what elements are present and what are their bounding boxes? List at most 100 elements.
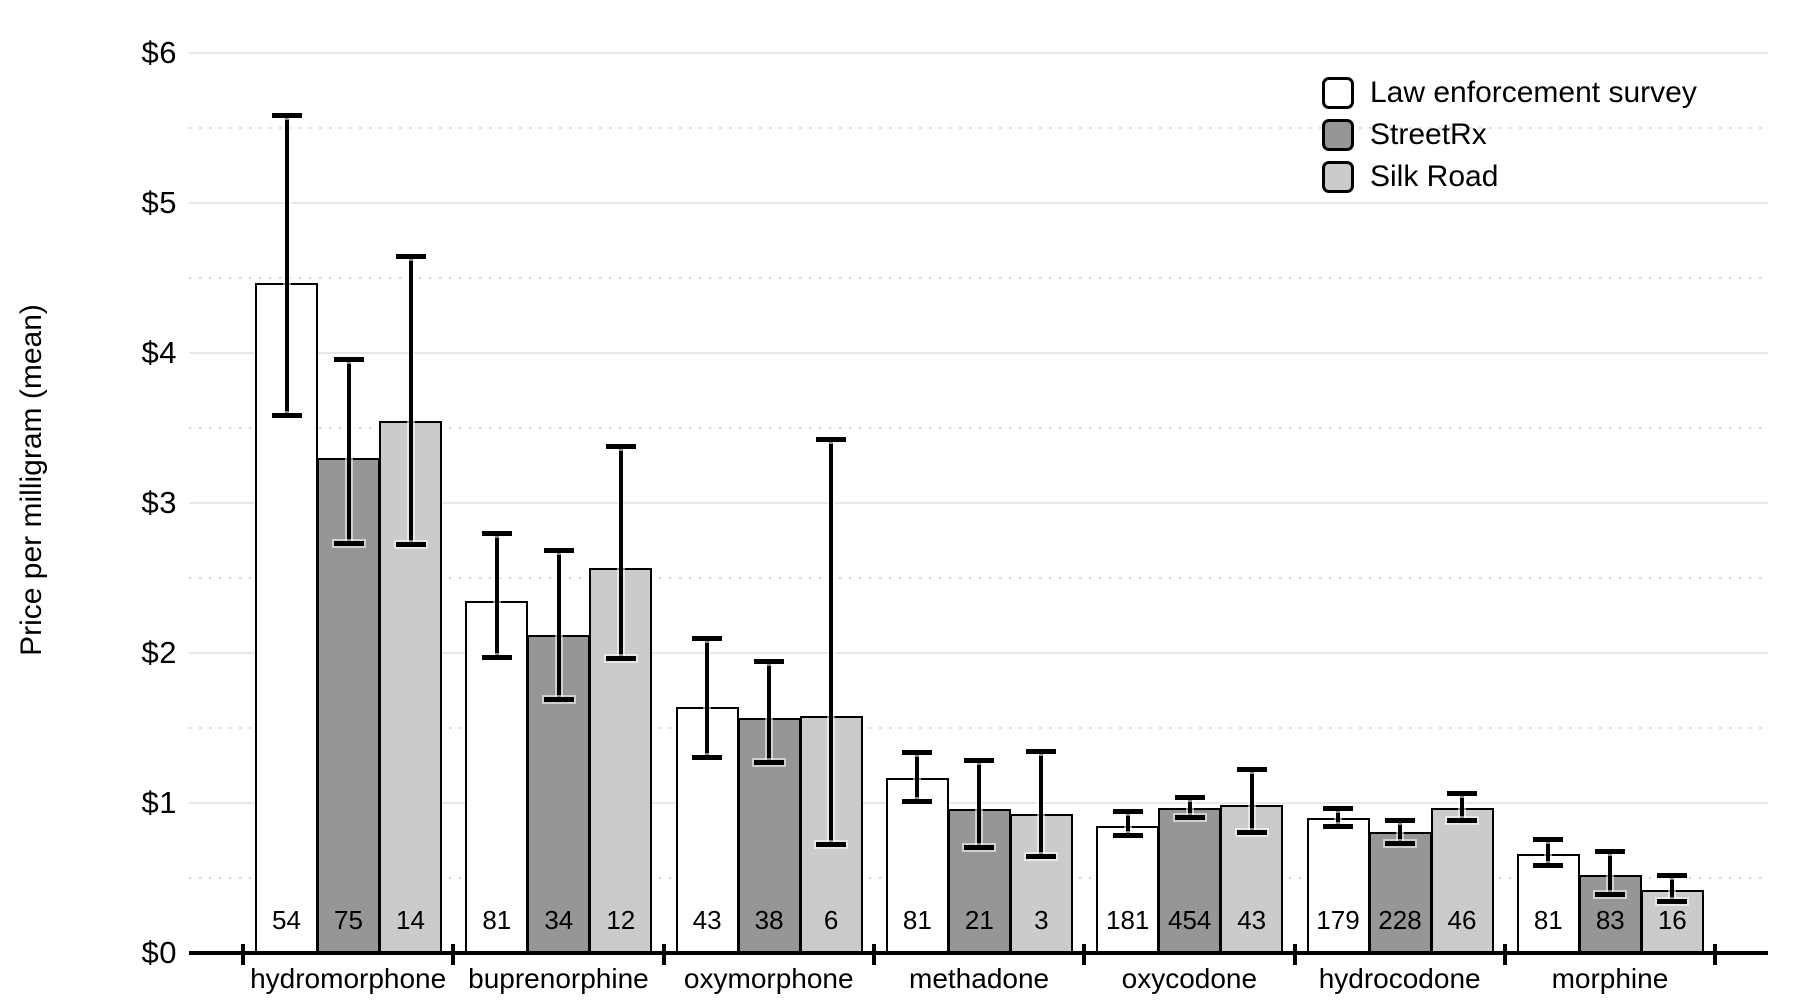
error-bar bbox=[977, 759, 982, 848]
error-bar-cap-top bbox=[1385, 817, 1415, 823]
error-bar-cap-bottom bbox=[1323, 824, 1353, 829]
bar-oxycodone-law-enforcement-survey bbox=[1096, 825, 1160, 955]
legend-swatch-law-enforcement-survey bbox=[1322, 77, 1354, 109]
error-bar-cap-bottom bbox=[543, 696, 574, 702]
sample-size-label: 43 bbox=[1237, 905, 1267, 935]
sample-size-label: 228 bbox=[1378, 905, 1422, 935]
error-bar bbox=[705, 638, 710, 758]
major-gridline bbox=[189, 202, 1768, 204]
y-axis-tick-label: $6 bbox=[141, 35, 177, 70]
minor-gridline bbox=[189, 577, 1768, 579]
error-bar-cap-bottom bbox=[1385, 840, 1415, 846]
sample-size-label: 21 bbox=[964, 905, 994, 935]
error-bar-cap-top bbox=[271, 112, 302, 118]
error-bar-cap-top bbox=[902, 750, 933, 755]
error-bar-cap-top bbox=[605, 444, 636, 449]
x-axis-tick bbox=[241, 944, 245, 965]
x-axis-tick bbox=[1292, 944, 1297, 965]
error-bar-cap-bottom bbox=[902, 798, 933, 804]
sample-size-label: 12 bbox=[606, 905, 636, 935]
minor-gridline bbox=[189, 127, 1768, 129]
error-bar-cap-top bbox=[692, 636, 723, 641]
sample-size-label: 83 bbox=[1595, 905, 1625, 935]
error-bar bbox=[346, 359, 351, 544]
error-bar-cap-bottom bbox=[754, 759, 785, 765]
x-axis-category-label: methadone bbox=[908, 963, 1050, 994]
x-axis-tick bbox=[1082, 944, 1087, 965]
error-bar bbox=[556, 549, 561, 700]
error-bar-cap-bottom bbox=[1533, 863, 1564, 868]
x-axis-category-label: oxymorphone bbox=[683, 963, 854, 994]
legend-item-silk-road: Silk Road bbox=[1322, 156, 1697, 198]
error-bar-cap-top bbox=[481, 531, 512, 536]
legend: Law enforcement survey StreetRx Silk Roa… bbox=[1322, 72, 1697, 198]
legend-label: Silk Road bbox=[1370, 160, 1499, 193]
sample-size-label: 179 bbox=[1316, 905, 1360, 935]
error-bar bbox=[408, 255, 413, 545]
sample-size-label: 54 bbox=[272, 905, 301, 935]
error-bar-cap-top bbox=[1657, 873, 1688, 878]
error-bar bbox=[767, 660, 772, 763]
error-bar-cap-bottom bbox=[605, 656, 636, 661]
sample-size-label: 16 bbox=[1657, 905, 1687, 935]
error-bar-cap-top bbox=[1595, 849, 1626, 854]
error-bar-cap-bottom bbox=[1657, 899, 1688, 904]
legend-item-streetrx: StreetRx bbox=[1322, 114, 1697, 156]
x-axis-line bbox=[189, 951, 1768, 955]
error-bar-cap-bottom bbox=[1595, 891, 1626, 897]
x-axis-category-label: hydromorphone bbox=[250, 963, 447, 994]
error-bar-cap-bottom bbox=[395, 542, 426, 547]
error-bar-cap-top bbox=[1533, 837, 1564, 842]
error-bar-cap-top bbox=[1174, 795, 1205, 800]
error-bar bbox=[1460, 792, 1464, 821]
error-bar-cap-bottom bbox=[1026, 854, 1057, 859]
bar-hydrocodone-silk-road bbox=[1430, 807, 1494, 955]
y-axis-title: Price per milligram (mean) bbox=[15, 304, 48, 656]
x-axis-category-label: oxycodone bbox=[1121, 963, 1258, 994]
sample-size-label: 81 bbox=[902, 905, 932, 935]
error-bar-cap-bottom bbox=[1112, 833, 1143, 838]
error-bar bbox=[1608, 851, 1613, 895]
legend-label: StreetRx bbox=[1370, 118, 1487, 151]
error-bar bbox=[1670, 875, 1675, 902]
error-bar bbox=[1336, 807, 1340, 827]
y-axis-tick-label: $1 bbox=[141, 785, 177, 820]
error-bar-cap-top bbox=[754, 658, 785, 664]
error-bar-cap-top bbox=[816, 436, 847, 442]
sample-size-label: 81 bbox=[482, 905, 512, 935]
y-axis-tick-label: $4 bbox=[141, 335, 177, 370]
sample-size-label: 75 bbox=[334, 905, 363, 935]
error-bar-cap-bottom bbox=[1174, 815, 1205, 820]
error-bar bbox=[284, 114, 289, 416]
x-axis-tick bbox=[451, 944, 456, 965]
x-axis-tick bbox=[661, 944, 666, 965]
sample-size-label: 81 bbox=[1533, 905, 1563, 935]
x-axis-category-label: hydrocodone bbox=[1318, 963, 1481, 994]
error-bar bbox=[1249, 768, 1254, 833]
error-bar-cap-bottom bbox=[692, 755, 723, 760]
legend-swatch-silk-road bbox=[1322, 161, 1354, 193]
y-axis-tick-label: $5 bbox=[141, 185, 177, 220]
y-axis-tick-label: $2 bbox=[141, 635, 177, 670]
error-bar bbox=[494, 533, 499, 658]
bar-oxycodone-streetrx bbox=[1158, 807, 1222, 955]
error-bar-cap-bottom bbox=[271, 413, 302, 418]
bar-methadone-law-enforcement-survey bbox=[885, 777, 949, 955]
error-bar-cap-top bbox=[333, 357, 364, 362]
error-bar bbox=[1546, 839, 1551, 866]
y-axis-tick-label: $0 bbox=[141, 935, 177, 970]
y-axis-tick-label: $3 bbox=[141, 485, 177, 520]
error-bar bbox=[1125, 810, 1130, 836]
sample-size-label: 46 bbox=[1447, 905, 1477, 935]
error-bar-cap-top bbox=[1026, 748, 1057, 754]
sample-size-label: 38 bbox=[754, 905, 784, 935]
x-axis-tick bbox=[1713, 944, 1718, 965]
error-bar-cap-bottom bbox=[964, 845, 995, 850]
error-bar-cap-bottom bbox=[816, 842, 847, 847]
major-gridline bbox=[189, 502, 1768, 504]
error-bar bbox=[1039, 750, 1044, 857]
minor-gridline bbox=[189, 727, 1768, 729]
major-gridline bbox=[189, 352, 1768, 354]
legend-item-law-enforcement-survey: Law enforcement survey bbox=[1322, 72, 1697, 114]
